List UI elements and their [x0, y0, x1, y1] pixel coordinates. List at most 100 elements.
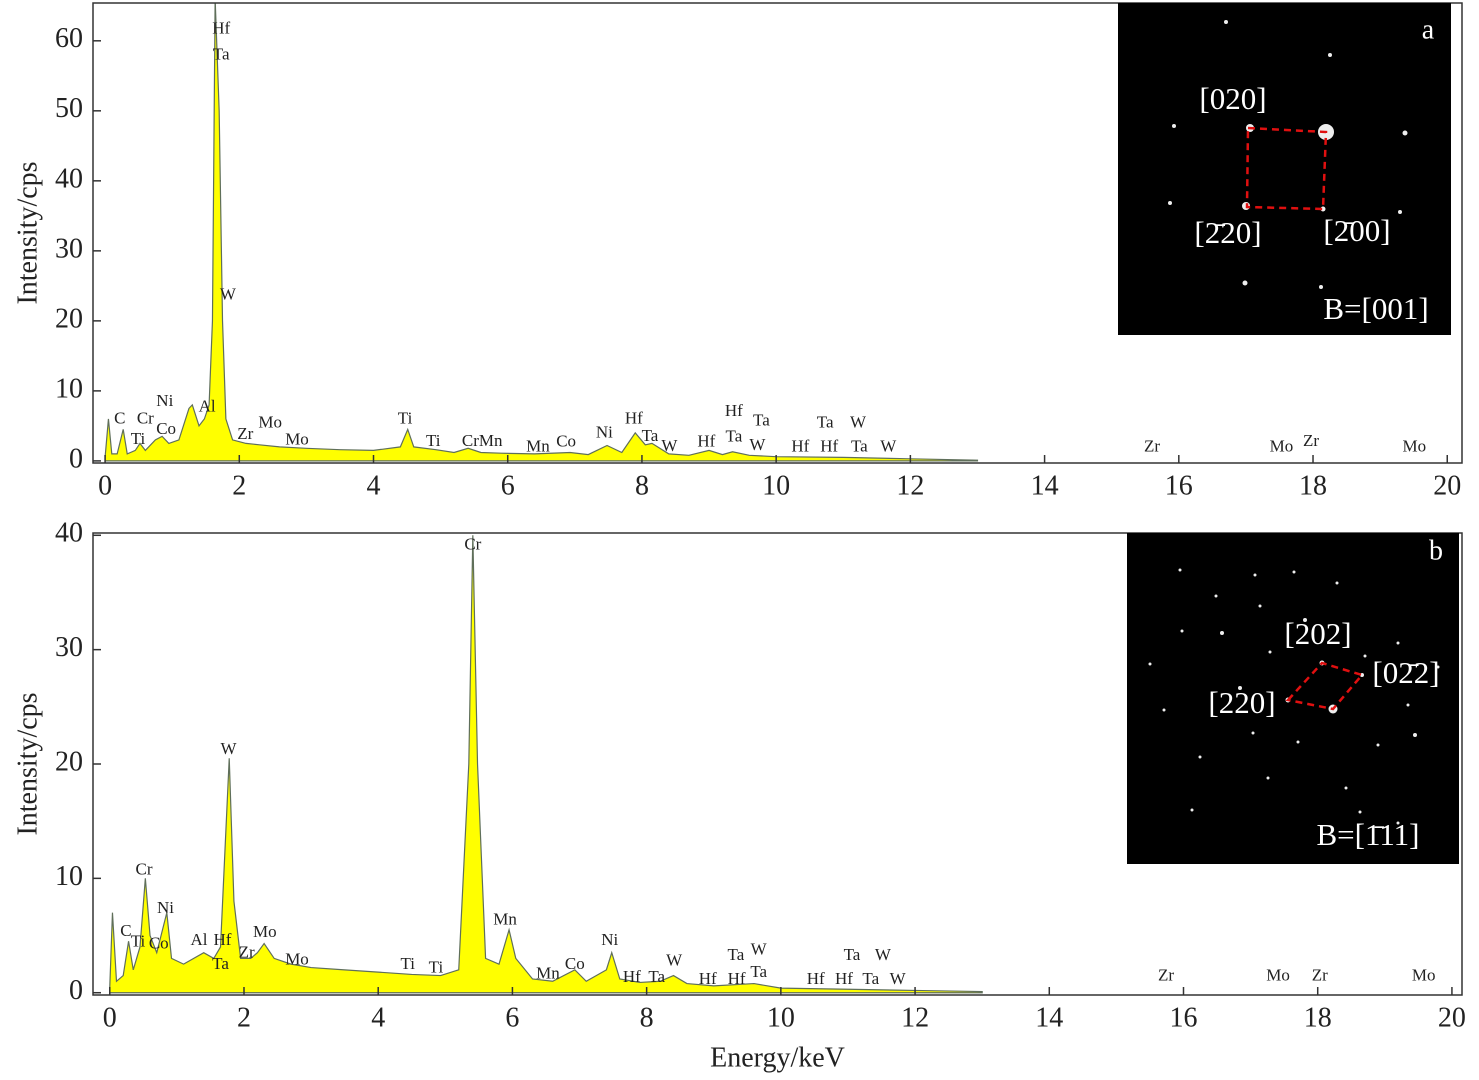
peak-label: Hf	[623, 967, 641, 986]
diffraction-spot	[1398, 210, 1402, 214]
diffraction-inset	[1118, 3, 1451, 335]
y-tick-label: 10	[55, 373, 83, 404]
y-tick-label: 60	[55, 23, 83, 54]
peak-label: Hf	[212, 19, 230, 38]
diffraction-spot	[1358, 810, 1362, 814]
peak-label: W	[220, 285, 237, 304]
peak-label: Ti	[131, 429, 146, 448]
diffraction-spot	[1406, 703, 1410, 707]
peak-label: Ni	[156, 391, 173, 410]
diffraction-spot	[1328, 53, 1332, 57]
peak-label: Mo	[285, 430, 309, 449]
diffraction-spot	[1190, 808, 1194, 812]
unit-cell	[1245, 126, 1328, 211]
diffraction-spot	[1344, 786, 1348, 790]
y-tick-label: 0	[69, 975, 83, 1006]
diffraction-spot	[1363, 654, 1367, 658]
peak-label: Ta	[753, 411, 770, 430]
spot-index: [02̄2]	[1372, 655, 1439, 690]
peak-label: Hf	[728, 969, 746, 988]
peak-label: Mo	[253, 922, 277, 941]
diffraction-spot	[1396, 821, 1400, 825]
y-tick-label: 0	[69, 443, 83, 474]
x-tick-label: 20	[1433, 470, 1461, 501]
peak-label: Al	[199, 397, 216, 416]
peak-label: W	[221, 739, 238, 758]
diffraction-spot	[1413, 733, 1417, 737]
peak-label: Hf	[699, 969, 717, 988]
x-tick-label: 10	[767, 1002, 795, 1033]
spot-index: [2̄20]	[1194, 215, 1261, 250]
y-tick-label: 30	[55, 632, 83, 663]
peak-label: Ta	[642, 426, 659, 445]
peak-label: Ti	[398, 408, 413, 427]
y-tick-label: 30	[55, 233, 83, 264]
x-tick-label: 6	[505, 1002, 519, 1033]
diffraction-spot	[1251, 731, 1255, 735]
x-tick-label: 12	[901, 1002, 929, 1033]
diffraction-spot	[1266, 776, 1270, 780]
y-tick-label: 20	[55, 303, 83, 334]
x-tick-label: 8	[640, 1002, 654, 1033]
x-tick-label: 18	[1304, 1002, 1332, 1033]
diffraction-spot	[1396, 641, 1400, 645]
peak-label: Ta	[862, 969, 879, 988]
peak-label: Hf	[697, 432, 715, 451]
peak-label: Mo	[1403, 437, 1427, 456]
peak-label: Hf	[791, 437, 809, 456]
diffraction-spot	[1376, 743, 1380, 747]
diffraction-spot	[1214, 594, 1218, 598]
x-tick-label: 14	[1035, 1002, 1063, 1033]
plot-frame	[92, 532, 1463, 996]
diffraction-spot	[1220, 631, 1224, 635]
diffraction-spot	[1224, 20, 1228, 24]
peak-label: CrMn	[462, 431, 503, 450]
diffraction-spot	[1303, 618, 1307, 622]
peak-label: Cr	[137, 408, 154, 427]
x-tick-label: 2	[232, 470, 246, 501]
peak-label: Ta	[213, 44, 230, 63]
peak-label: Cr	[464, 534, 481, 553]
spot-index: [2̄00]	[1323, 213, 1390, 248]
x-tick-label: 20	[1438, 1002, 1466, 1033]
peak-label: Ni	[601, 930, 618, 949]
peak-label: W	[661, 436, 678, 455]
y-axis-label: Intensity/cps	[12, 161, 43, 304]
peak-label: W	[666, 951, 683, 970]
peak-label: Ni	[157, 898, 174, 917]
panel-label: a	[1422, 14, 1435, 45]
spot-index: [020]	[1199, 81, 1266, 116]
peak-label: Hf	[807, 969, 825, 988]
plot-frame	[92, 2, 1463, 464]
peak-label: Al	[191, 930, 208, 949]
peak-label: Mn	[536, 963, 560, 982]
x-tick-label: 16	[1165, 470, 1193, 501]
peak-label: Co	[565, 954, 585, 973]
spectrum	[109, 535, 983, 994]
peak-label: Ta	[844, 945, 861, 964]
peak-label: C	[120, 921, 131, 940]
peak-label: Ti	[131, 931, 146, 950]
peak-label: Mo	[1266, 966, 1290, 985]
diffraction-spot	[1148, 662, 1152, 666]
peak-label: Mo	[1412, 966, 1436, 985]
diffraction-inset	[1127, 533, 1459, 864]
peak-label: Mn	[493, 910, 517, 929]
peak-label: Hf	[835, 969, 853, 988]
peak-label: Zr	[1312, 966, 1328, 985]
x-tick-label: 10	[762, 470, 790, 501]
peak-label: Co	[556, 432, 576, 451]
peak-label: Ta	[750, 962, 767, 981]
y-tick-label: 40	[55, 518, 83, 549]
x-tick-label: 4	[367, 470, 381, 501]
peak-label: Co	[149, 934, 169, 953]
diffraction-spot	[1436, 665, 1440, 669]
peak-label: Mo	[258, 413, 282, 432]
peak-label: W	[850, 413, 867, 432]
diffraction-spot	[1402, 130, 1408, 136]
x-tick-label: 18	[1299, 470, 1327, 501]
spot-index: [220]	[1208, 685, 1275, 720]
spectrum	[104, 3, 979, 462]
peak-label: Zr	[1158, 966, 1174, 985]
peak-label: Hf	[725, 401, 743, 420]
